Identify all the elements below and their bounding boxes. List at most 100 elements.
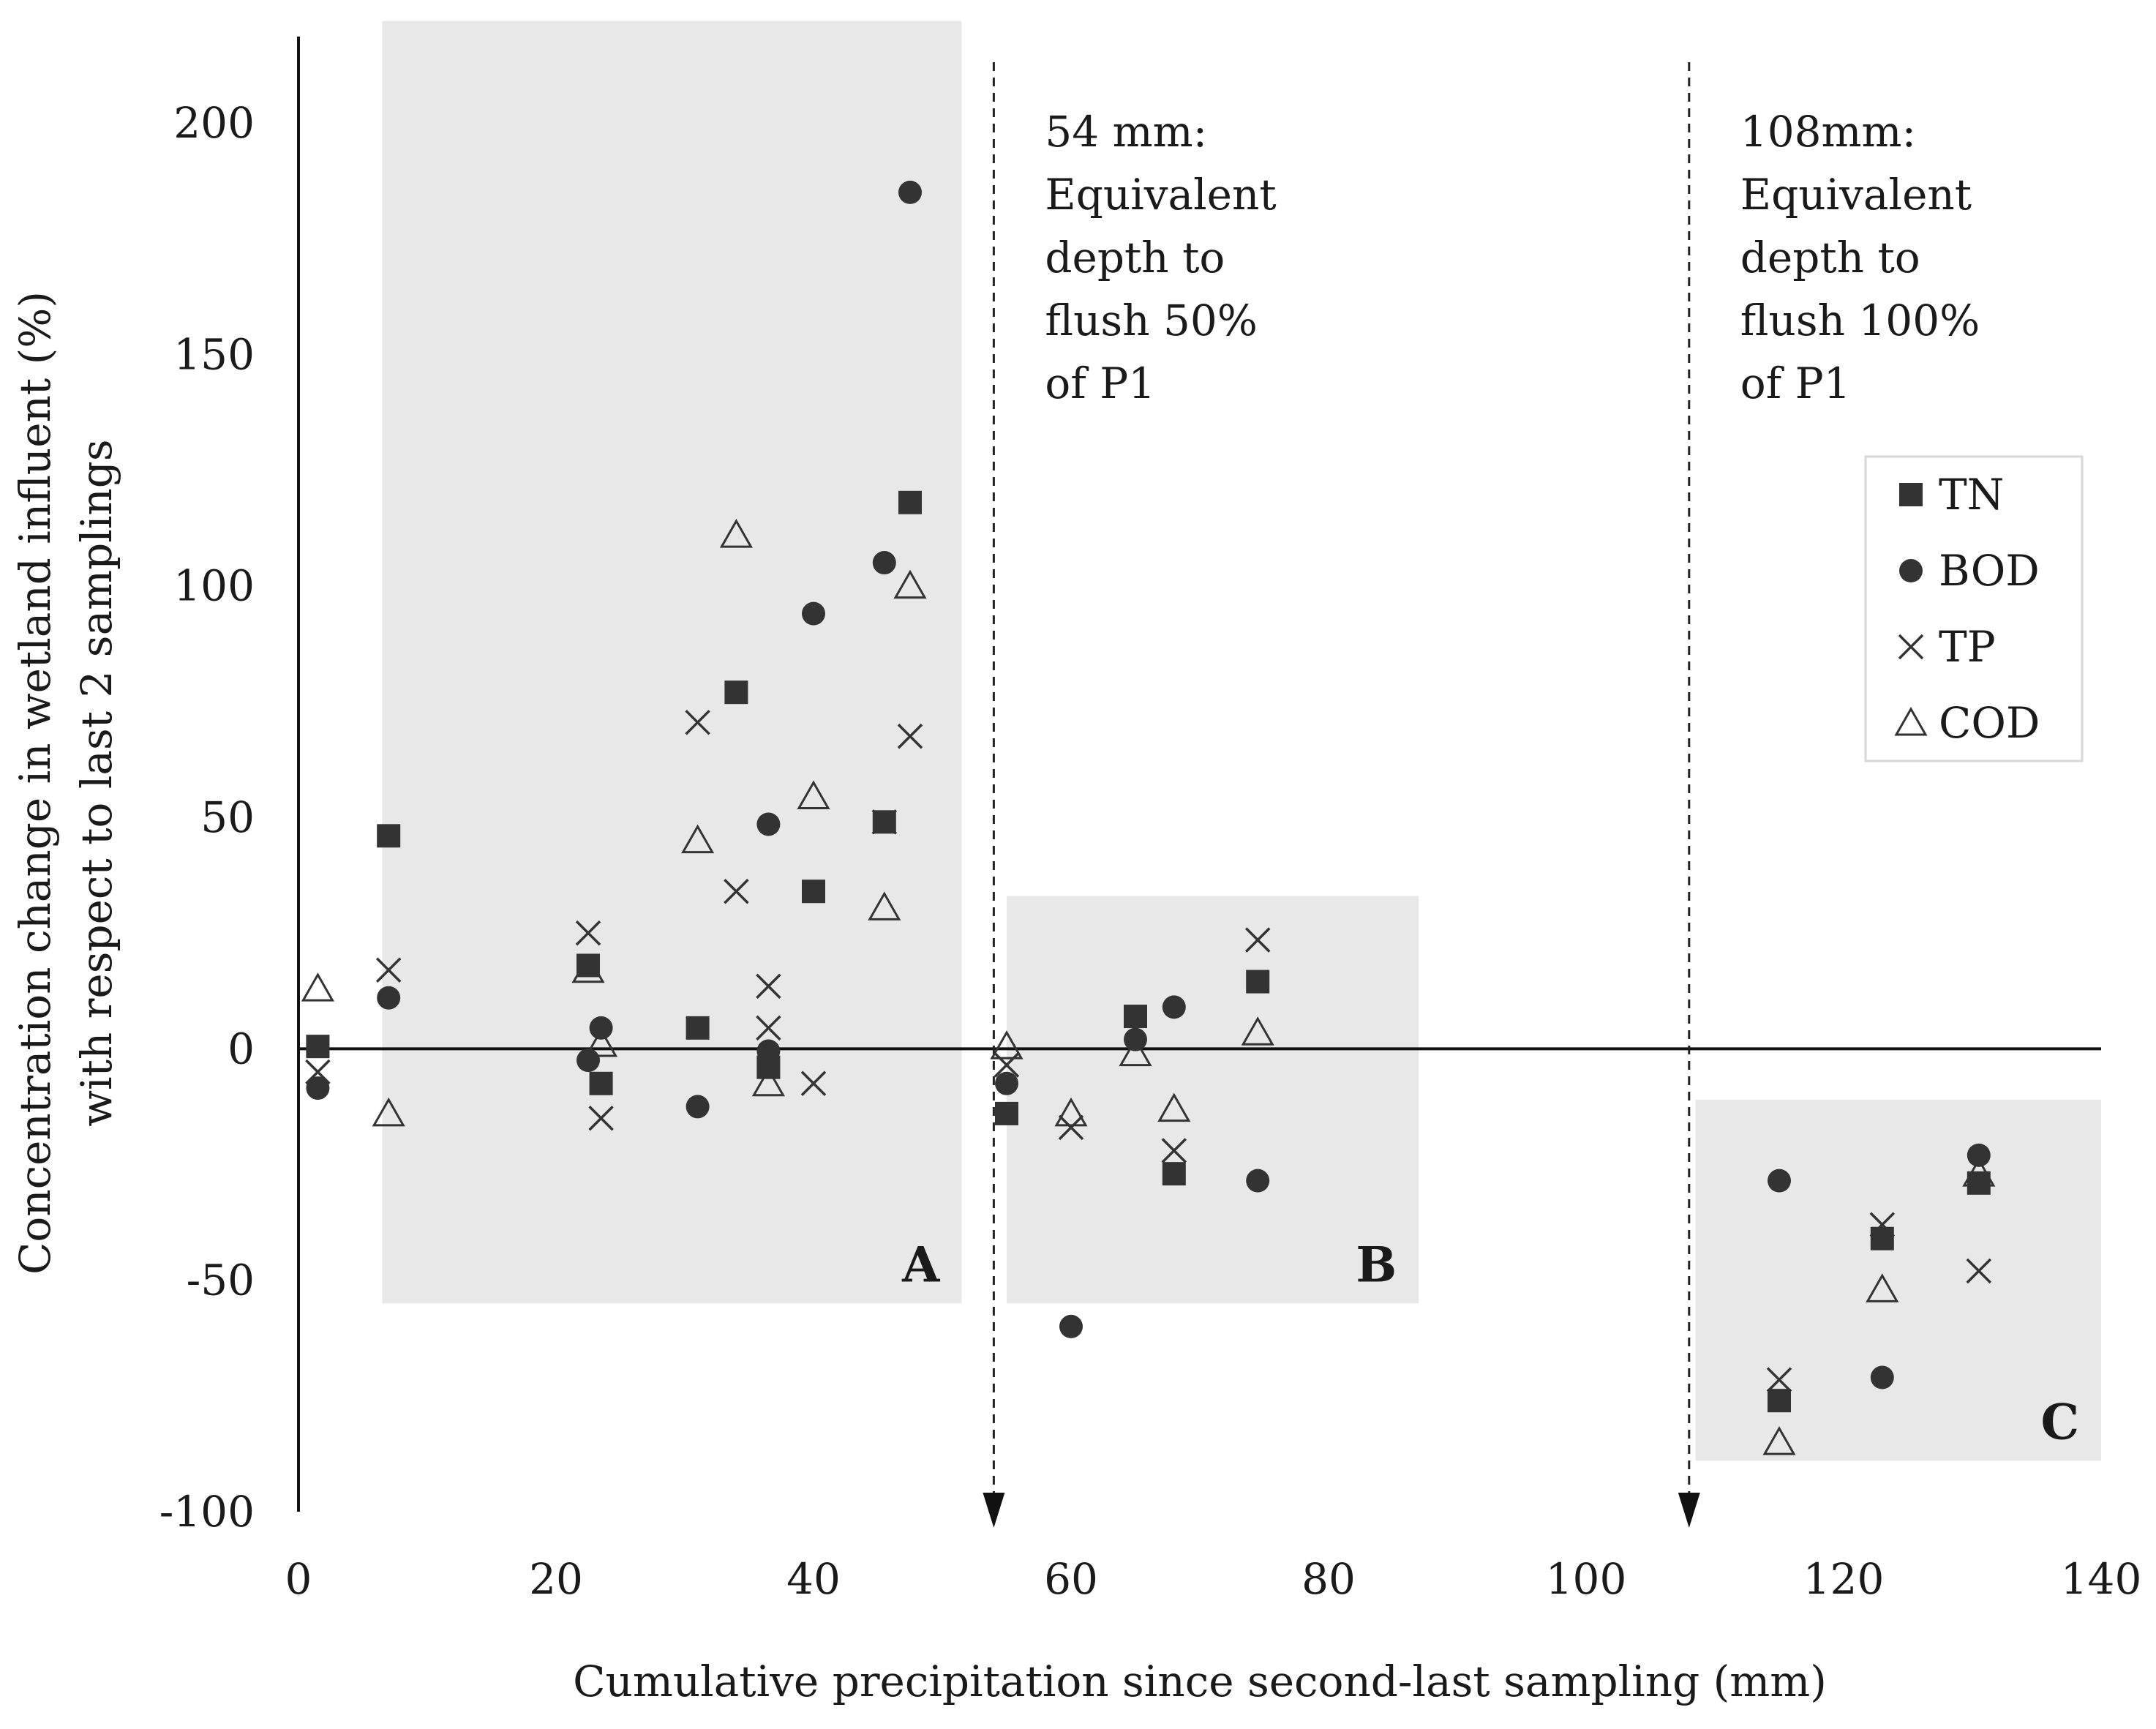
point-cod	[585, 1027, 618, 1057]
y-tick-label: -50	[187, 1256, 255, 1305]
point-cod	[893, 569, 927, 599]
point-tn	[1246, 969, 1270, 994]
point-cod	[301, 972, 334, 1002]
vline-annotation-line: 108mm:	[1740, 107, 1916, 157]
point-tp	[575, 920, 601, 946]
point-cod	[990, 1030, 1023, 1059]
point-tp	[305, 1059, 331, 1085]
point-tp	[1058, 1114, 1084, 1141]
point-tn	[802, 879, 825, 904]
point-tn	[898, 490, 922, 514]
point-tn	[995, 1101, 1018, 1125]
point-cod	[571, 953, 605, 983]
point-cod	[751, 1067, 785, 1097]
legend-box	[1864, 455, 2084, 762]
point-tp	[588, 1105, 614, 1131]
y-tick-label: -100	[159, 1487, 255, 1537]
point-cod	[1762, 1426, 1796, 1455]
x-axis-label: Cumulative precipitation since second-la…	[573, 1657, 1827, 1706]
x-tick-label: 60	[1044, 1554, 1098, 1604]
point-bod	[898, 180, 922, 204]
point-bod	[686, 1095, 710, 1119]
point-tp	[1966, 1258, 1992, 1284]
point-bod	[576, 1049, 600, 1073]
point-tp	[724, 878, 749, 904]
point-bod	[1162, 995, 1186, 1019]
point-bod	[872, 551, 896, 575]
arrow-down-icon	[983, 1493, 1005, 1528]
zone-label-b: B	[1356, 1236, 1397, 1293]
legend-tp-marker	[1898, 634, 1924, 660]
point-cod	[797, 780, 830, 810]
point-bod	[377, 986, 401, 1010]
y-tick-label: 50	[200, 792, 255, 842]
point-cod	[372, 1097, 405, 1127]
x-tick-label: 100	[1546, 1554, 1627, 1604]
point-bod	[756, 812, 781, 836]
point-cod	[1866, 1273, 1899, 1302]
point-cod	[868, 891, 901, 920]
point-tp	[756, 1015, 781, 1041]
point-tp	[1244, 927, 1271, 953]
vline-annotation-line: 54 mm:	[1045, 107, 1207, 157]
point-tn	[1768, 1389, 1791, 1413]
point-tn	[1124, 1005, 1147, 1029]
point-tn	[377, 824, 401, 848]
point-bod	[1870, 1365, 1894, 1389]
point-cod	[1119, 1037, 1152, 1067]
point-tp	[756, 973, 781, 999]
point-bod	[1967, 1143, 1991, 1167]
shaded-zone-a	[382, 20, 962, 1304]
vline-annotation-line: depth to	[1740, 233, 1920, 282]
shaded-zone-b	[1007, 896, 1419, 1304]
x-tick-label: 0	[285, 1554, 312, 1604]
y-tick-label: 200	[173, 98, 255, 148]
vline-annotation-line: of P1	[1740, 359, 1851, 408]
vline-annotation-line: flush 50%	[1045, 296, 1258, 345]
point-tp	[685, 710, 710, 735]
shaded-zone-c	[1695, 1099, 2101, 1461]
legend-tn-marker	[1899, 483, 1923, 506]
point-tp	[1869, 1212, 1896, 1237]
point-cod	[681, 824, 715, 854]
point-tn	[589, 1071, 613, 1095]
legend-tp-label: TP	[1939, 622, 1996, 672]
point-bod	[1768, 1169, 1791, 1193]
legend-bod-label: BOD	[1939, 546, 2040, 596]
point-bod	[802, 601, 825, 626]
legend-cod-marker	[1894, 706, 1928, 736]
x-tick-label: 40	[786, 1554, 841, 1604]
x-tick-label: 20	[529, 1554, 583, 1604]
zone-label-c: C	[2040, 1393, 2079, 1450]
point-cod	[719, 519, 753, 548]
vline-annotation-line: Equivalent	[1740, 170, 1972, 220]
point-tn	[1870, 1226, 1894, 1250]
point-tp	[871, 809, 898, 835]
y-axis-label: Concentration change in wetland influent…	[10, 291, 121, 1275]
zone-label-a: A	[901, 1236, 940, 1293]
point-bod	[1246, 1169, 1270, 1193]
vline-annotation-line: of P1	[1045, 359, 1155, 408]
legend-bod-marker	[1899, 559, 1923, 582]
point-cod	[1241, 1016, 1274, 1046]
point-tp	[897, 724, 923, 749]
y-tick-label: 150	[173, 329, 255, 379]
point-cod	[1157, 1092, 1191, 1122]
point-tn	[686, 1016, 710, 1040]
point-bod	[1059, 1314, 1083, 1338]
point-tp	[1161, 1138, 1187, 1163]
point-cod	[1962, 1158, 1996, 1187]
legend-cod-label: COD	[1939, 698, 2040, 748]
x-tick-label: 120	[1803, 1554, 1885, 1604]
point-cod	[1054, 1097, 1088, 1127]
point-tn	[724, 680, 748, 705]
x-tick-label: 140	[2061, 1554, 2142, 1604]
x-tick-label: 80	[1302, 1554, 1356, 1604]
point-bod	[306, 1076, 330, 1100]
y-tick-label: 0	[228, 1024, 255, 1073]
point-tp	[375, 957, 402, 983]
point-bod	[995, 1071, 1018, 1095]
y-tick-label: 100	[173, 561, 255, 611]
point-tp	[1766, 1367, 1792, 1392]
